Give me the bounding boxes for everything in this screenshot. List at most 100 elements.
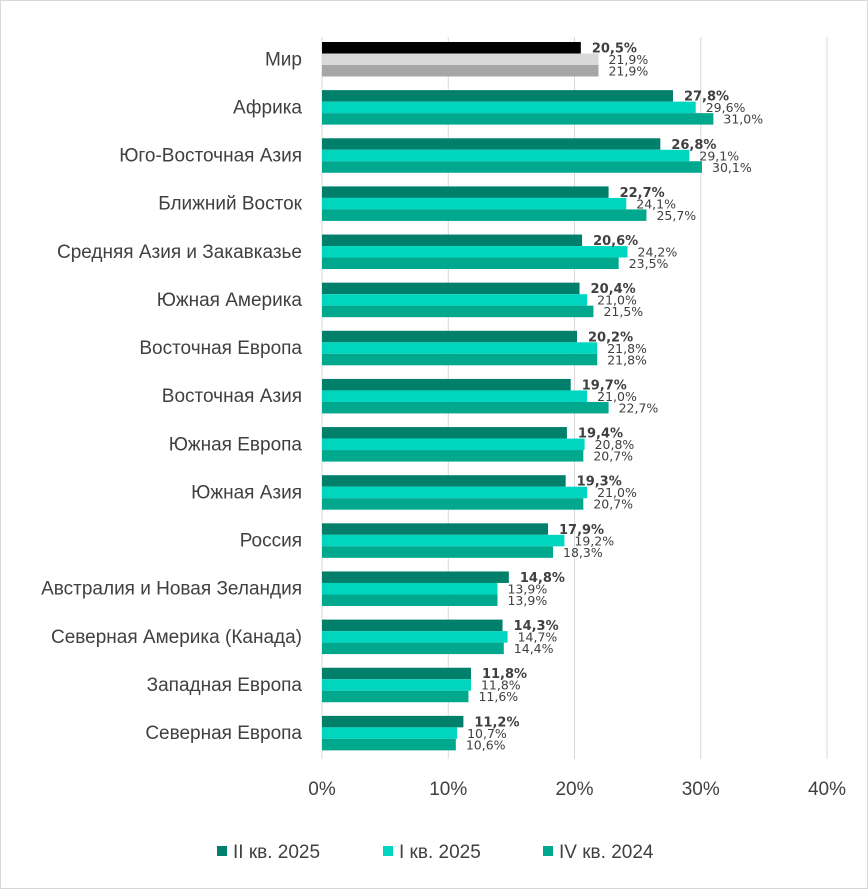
bar [322, 619, 503, 632]
x-tick-label: 20% [555, 779, 593, 800]
bar [322, 149, 690, 162]
data-label: 21,0% [597, 485, 637, 500]
data-label: 21,0% [597, 389, 637, 404]
bar [322, 594, 498, 606]
bar [322, 690, 469, 703]
bar [322, 642, 504, 655]
data-label: 14,3% [514, 619, 559, 634]
category-label: Австралия и Новая Зеландия [41, 579, 302, 600]
bar [322, 234, 583, 247]
bar [322, 571, 509, 583]
data-label: 30,1% [712, 160, 752, 175]
data-label: 31,0% [723, 112, 763, 127]
data-label: 21,5% [603, 304, 643, 319]
legend-swatch [217, 846, 227, 856]
data-label: 21,9% [608, 64, 648, 79]
data-label: 10,6% [466, 737, 506, 752]
bar [322, 197, 627, 210]
data-label: 25,7% [656, 208, 696, 223]
data-label: 20,6% [593, 234, 638, 249]
data-label: 14,4% [514, 641, 554, 656]
data-label: 18,3% [563, 545, 603, 560]
data-label: 10,7% [467, 726, 507, 741]
bar [322, 353, 598, 366]
bar [322, 679, 471, 691]
data-label: 19,4% [578, 427, 623, 442]
category-label: Восточная Азия [162, 386, 302, 407]
bar [322, 138, 661, 150]
bar [322, 523, 548, 535]
data-label: 23,5% [629, 256, 669, 271]
bar [322, 161, 703, 173]
bar [322, 246, 628, 258]
bar [322, 282, 580, 295]
bar [322, 401, 609, 414]
data-label: 13,9% [507, 581, 547, 596]
data-label: 22,7% [619, 400, 659, 415]
bar [322, 390, 588, 402]
bar [322, 438, 585, 451]
category-label: Мир [265, 49, 302, 70]
category-label: Юго-Восточная Азия [119, 146, 302, 167]
data-label: 20,2% [588, 330, 633, 345]
data-label: 24,2% [638, 245, 678, 260]
category-label: Россия [240, 531, 302, 552]
legend-swatch [543, 846, 553, 856]
value-labels: 20,5%21,9%21,9%27,8%29,6%31,0%26,8%29,1%… [466, 42, 763, 753]
bar [322, 186, 609, 198]
data-label: 20,7% [593, 449, 633, 464]
bar [322, 330, 578, 343]
data-label: 17,9% [559, 523, 604, 538]
legend-label: IV кв. 2024 [559, 842, 654, 863]
bar [322, 53, 599, 65]
bar [322, 378, 571, 391]
data-label: 24,1% [636, 196, 676, 211]
data-label: 21,9% [608, 52, 648, 67]
data-label: 19,7% [582, 378, 627, 393]
bar [322, 715, 464, 728]
bar [322, 257, 619, 270]
bar [322, 450, 584, 462]
data-label: 14,7% [518, 630, 558, 645]
bar [322, 42, 581, 54]
data-label: 20,4% [591, 282, 636, 297]
category-label: Южная Азия [191, 482, 302, 503]
data-label: 21,8% [607, 352, 647, 367]
bars [322, 42, 714, 751]
category-label: Западная Европа [147, 675, 303, 696]
category-label: Средняя Азия и Закавказье [57, 242, 302, 263]
bar [322, 667, 471, 680]
category-label: Южная Европа [169, 434, 303, 455]
data-label: 13,9% [507, 593, 547, 608]
x-tick-label: 40% [808, 779, 846, 800]
bar [322, 631, 508, 643]
bar [322, 727, 458, 739]
data-label: 20,5% [592, 42, 637, 57]
data-label: 20,8% [595, 437, 635, 452]
bar [322, 342, 598, 354]
bar [322, 65, 599, 77]
bar [322, 209, 647, 221]
legend-label: II кв. 2025 [233, 842, 320, 863]
bar [322, 427, 567, 439]
data-label: 20,7% [593, 497, 633, 512]
data-label: 11,8% [482, 667, 527, 682]
data-label: 11,6% [478, 689, 518, 704]
legend-label: I кв. 2025 [399, 842, 481, 863]
data-label: 29,1% [699, 148, 739, 163]
bar [322, 294, 588, 306]
data-label: 11,2% [474, 715, 519, 730]
x-tick-label: 30% [682, 779, 720, 800]
bar [322, 582, 498, 595]
data-label: 29,6% [706, 100, 746, 115]
bar [322, 113, 714, 125]
data-label: 21,0% [597, 293, 637, 308]
data-label: 14,8% [520, 571, 565, 586]
bar [322, 534, 565, 547]
data-label: 19,2% [574, 533, 614, 548]
data-label: 26,8% [671, 138, 716, 153]
category-label: Северная Европа [145, 723, 302, 744]
bar [322, 305, 594, 318]
